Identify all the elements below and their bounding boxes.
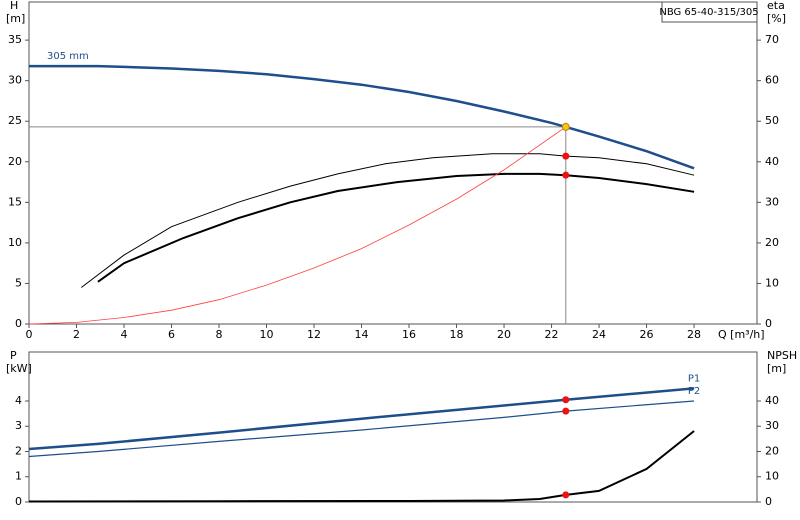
x-tick-label: 12 — [307, 328, 321, 341]
curve — [28, 387, 695, 451]
y-tick-label: 1 — [15, 470, 22, 483]
curve — [28, 430, 695, 503]
y2-axis-label: eta — [767, 0, 785, 12]
y2-axis-unit: [m] — [767, 362, 786, 375]
curve — [28, 400, 695, 458]
y2-tick-label: 20 — [765, 444, 779, 457]
y2-axis-unit: [%] — [767, 12, 786, 25]
x-tick-label: 10 — [260, 328, 274, 341]
y-axis-unit: [kW] — [6, 362, 32, 375]
y2-tick-label: 30 — [765, 419, 779, 432]
operating-point — [562, 491, 570, 499]
y2-tick-label: 0 — [765, 495, 772, 508]
operating-point — [561, 122, 570, 131]
x-tick-label: 16 — [402, 328, 416, 341]
operating-point — [562, 171, 570, 179]
y2-tick-label: 0 — [765, 317, 772, 330]
curve — [28, 126, 567, 325]
series-label: P1 — [688, 373, 700, 384]
y-tick-label: 0 — [15, 495, 22, 508]
series-label: P2 — [688, 386, 700, 397]
y-tick-label: 25 — [8, 114, 22, 127]
operating-point — [562, 396, 570, 404]
y-tick-label: 0 — [15, 317, 22, 330]
y2-tick-label: 70 — [765, 33, 779, 46]
operating-point — [562, 407, 570, 415]
curve — [97, 172, 695, 283]
chart-title: NBG 65-40-315/305 — [659, 7, 758, 18]
y-tick-label: 3 — [15, 419, 22, 432]
curve — [29, 64, 695, 170]
y-tick-label: 2 — [15, 444, 22, 457]
x-tick-label: 26 — [640, 328, 654, 341]
x-tick-label: 18 — [450, 328, 464, 341]
series-label: 305 mm — [47, 51, 89, 62]
x-tick-label: 24 — [592, 328, 606, 341]
x-tick-label: 4 — [121, 328, 128, 341]
y2-tick-label: 10 — [765, 470, 779, 483]
y-tick-label: 5 — [15, 276, 22, 289]
y-tick-label: 4 — [15, 394, 22, 407]
y-axis-unit: [m] — [6, 12, 25, 25]
y2-tick-label: 50 — [765, 114, 779, 127]
y2-tick-label: 40 — [765, 394, 779, 407]
plot-frame — [28, 1, 758, 325]
x-tick-label: 2 — [73, 328, 80, 341]
x-tick-label: 28 — [687, 328, 701, 341]
operating-point — [562, 152, 570, 160]
curve — [80, 153, 695, 288]
y-tick-label: 30 — [8, 74, 22, 87]
y-tick-label: 20 — [8, 155, 22, 168]
y2-tick-label: 10 — [765, 276, 779, 289]
x-tick-label: 22 — [545, 328, 559, 341]
y2-tick-label: 40 — [765, 155, 779, 168]
y-axis-label: P — [10, 349, 17, 362]
x-axis-label: Q [m³/h] — [718, 328, 765, 341]
x-tick-label: 14 — [355, 328, 369, 341]
title-box — [661, 1, 758, 23]
y-tick-label: 35 — [8, 33, 22, 46]
y2-tick-label: 60 — [765, 74, 779, 87]
y2-tick-label: 30 — [765, 195, 779, 208]
x-tick-label: 20 — [497, 328, 511, 341]
y2-tick-label: 20 — [765, 236, 779, 249]
x-tick-label: 8 — [216, 328, 223, 341]
y-tick-label: 10 — [8, 236, 22, 249]
y-axis-label: H — [10, 0, 18, 12]
x-tick-label: 0 — [26, 328, 33, 341]
x-tick-label: 6 — [168, 328, 175, 341]
y2-axis-label: NPSH — [767, 349, 797, 362]
y-tick-label: 15 — [8, 195, 22, 208]
